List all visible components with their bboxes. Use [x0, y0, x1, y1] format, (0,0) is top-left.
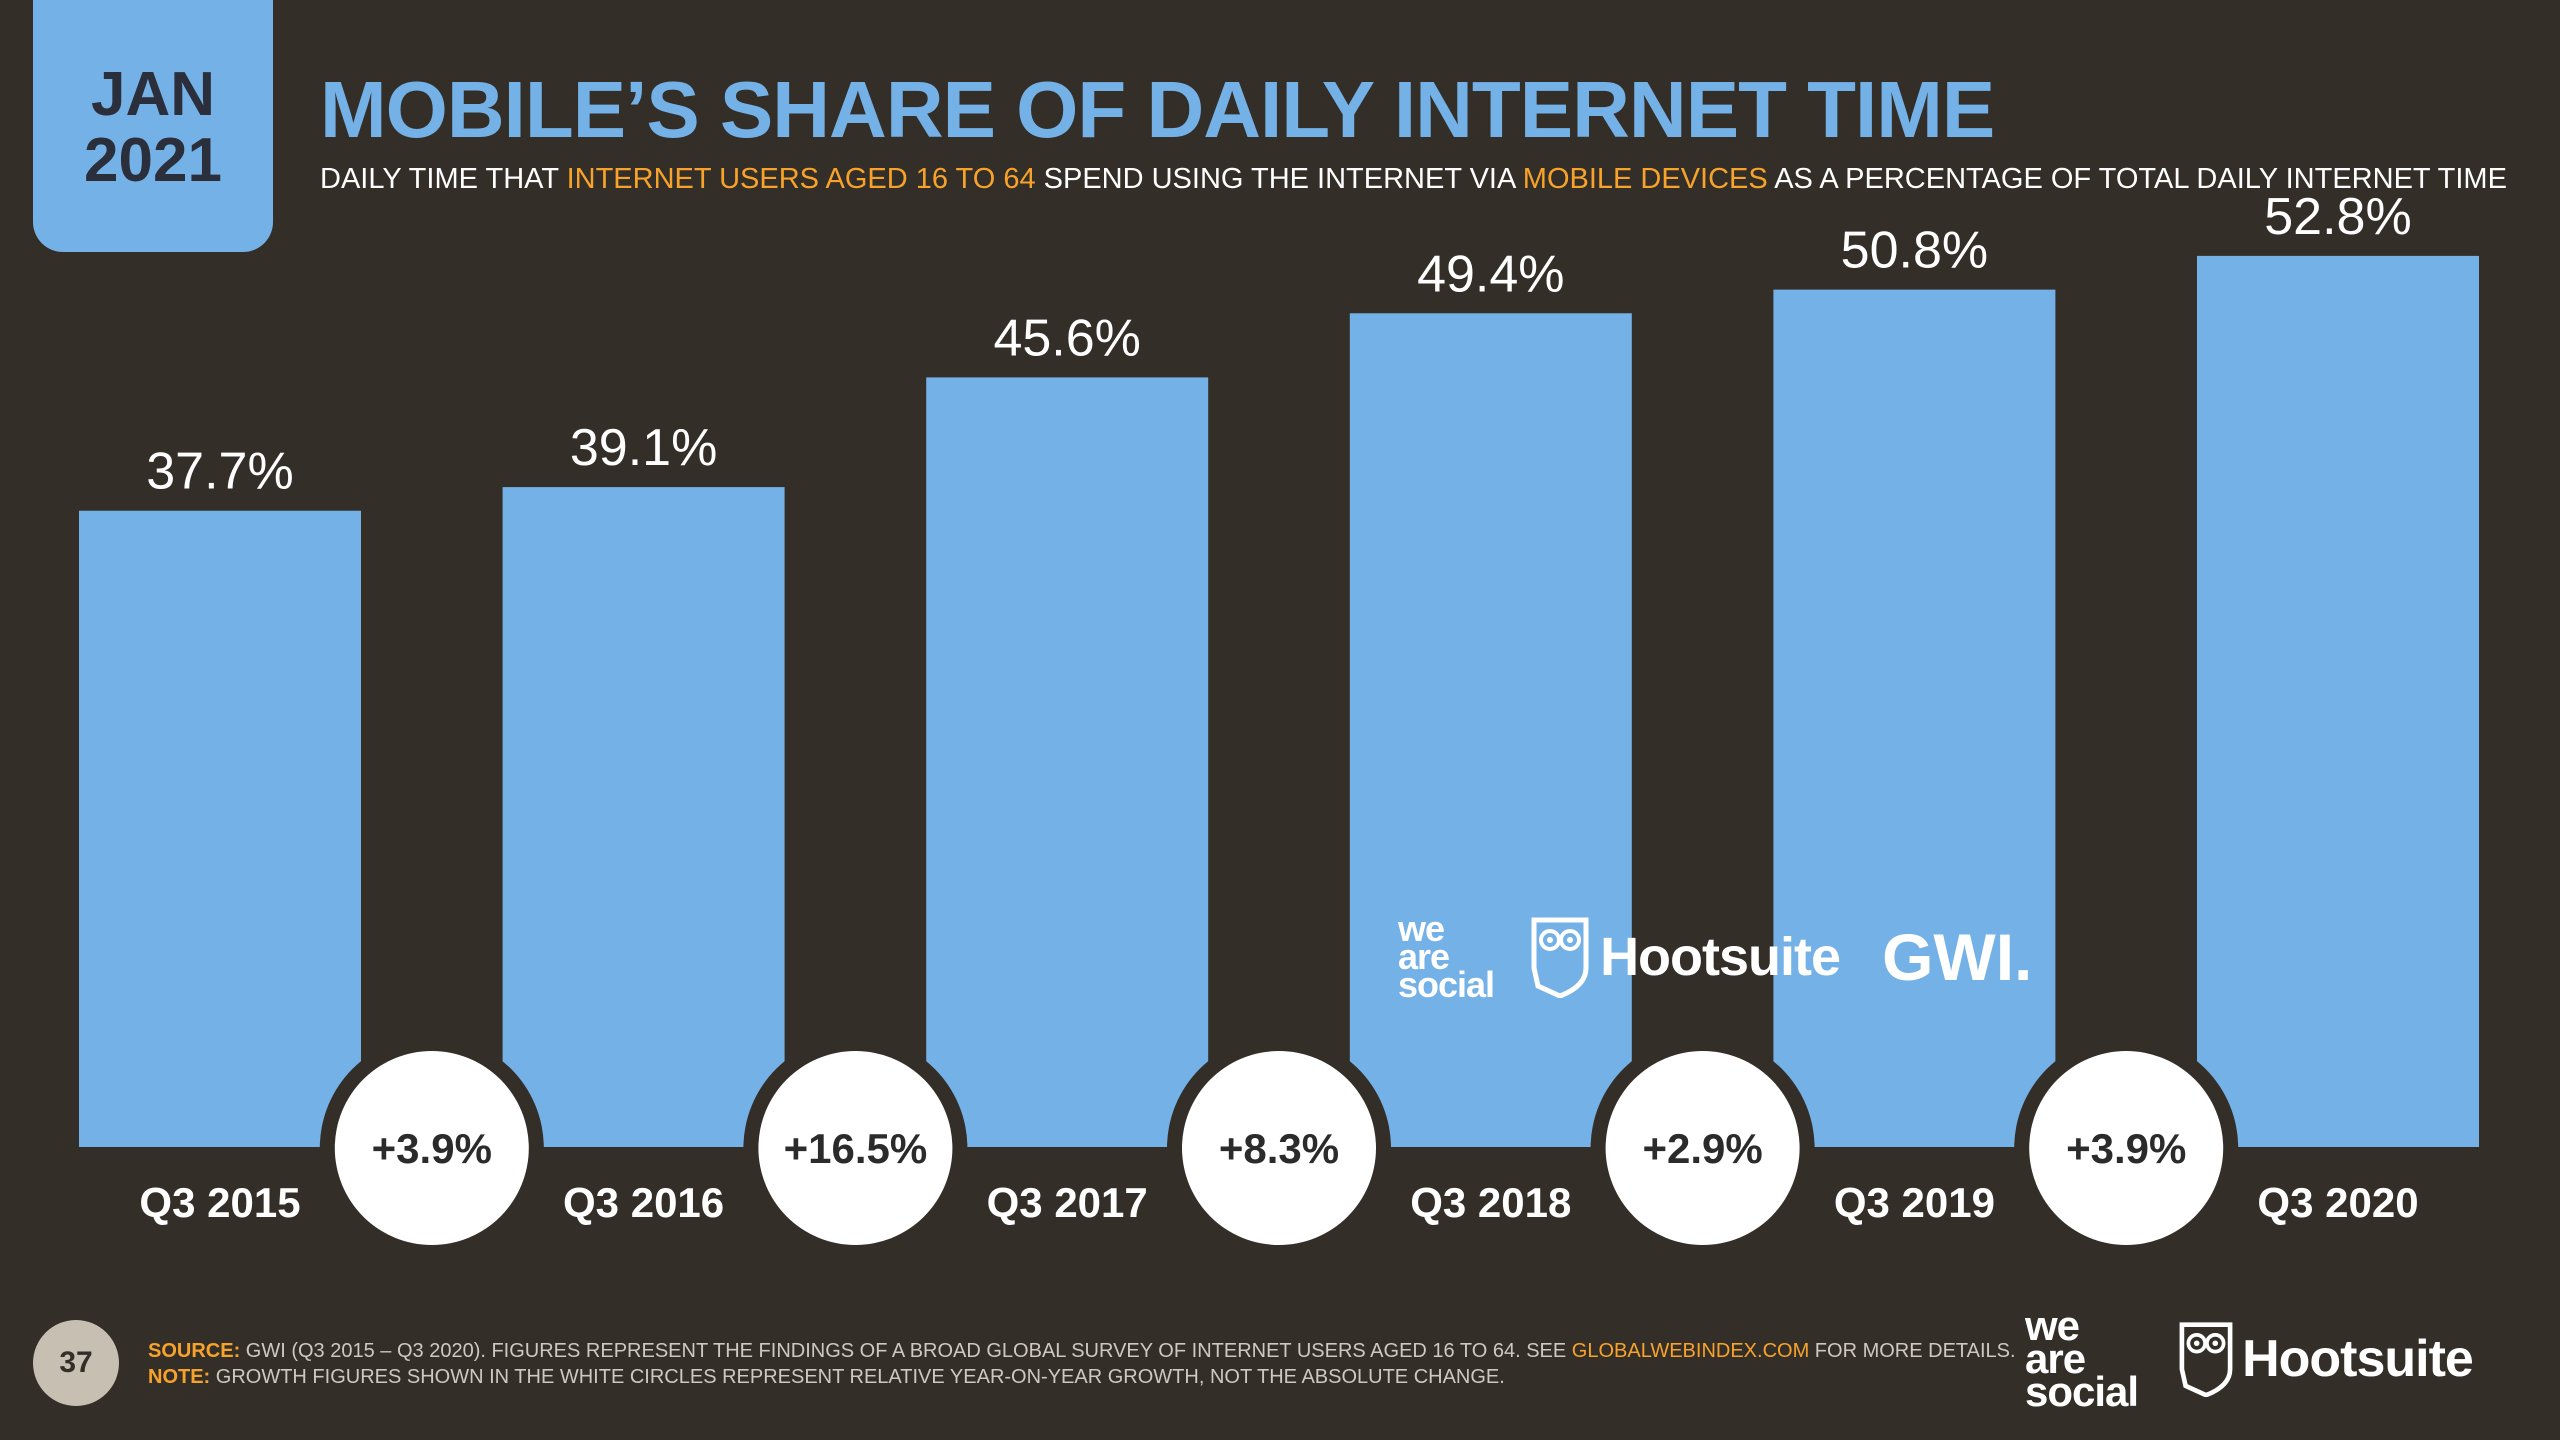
date-badge: JAN 2021 [33, 0, 273, 252]
footer-wearesocial-word-3: social [2025, 1367, 2139, 1415]
growth-label-5: +3.9% [2066, 1125, 2186, 1172]
bar-value-label-6: 52.8% [2264, 188, 2411, 246]
source-line: SOURCE: GWI (Q3 2015 – Q3 2020). FIGURES… [148, 1338, 2016, 1364]
footer-hootsuite-logo-text: Hootsuite [2242, 1330, 2474, 1389]
category-label-3: Q3 2017 [987, 1179, 1148, 1226]
footer-wearesocial-logo: we are social [2025, 1302, 2139, 1415]
wearesocial-word-3: social [1398, 964, 1495, 1006]
category-label-1: Q3 2015 [139, 1179, 300, 1226]
wearesocial-word-2: are [1398, 936, 1450, 978]
bar-2 [502, 487, 785, 1147]
category-label-5: Q3 2019 [1834, 1179, 1995, 1226]
wearesocial-logo: we are social [1398, 908, 1495, 1006]
growth-circle-1 [334, 1051, 529, 1245]
growth-circle-5 [2029, 1051, 2224, 1245]
growth-label-4: +2.9% [1642, 1125, 1762, 1172]
bar-6 [2197, 255, 2479, 1147]
growth-circle-2 [758, 1051, 953, 1245]
footer-notes: SOURCE: GWI (Q3 2015 – Q3 2020). FIGURES… [148, 1338, 2016, 1390]
subtitle-text-1: DAILY TIME THAT [320, 163, 567, 195]
subtitle-text-3: AS A PERCENTAGE OF TOTAL DAILY INTERNET … [1767, 163, 2507, 195]
bar-value-label-2: 39.1% [570, 419, 717, 477]
footer-logos: we are social Hootsuite [2025, 1302, 2474, 1415]
subtitle-highlight-2: MOBILE DEVICES [1522, 163, 1768, 195]
footer-wearesocial-word-1: we [2025, 1302, 2080, 1349]
hootsuite-logo-text: Hootsuite [1600, 927, 1841, 988]
growth-label-1: +3.9% [372, 1125, 492, 1172]
growth-label-3: +8.3% [1219, 1125, 1339, 1172]
bar-chart: 37.7% Q3 2015 39.1% Q3 2016 45.6% Q3 2017 49.4… [79, 187, 2479, 1245]
note-line: NOTE: GROWTH FIGURES SHOWN IN THE WHITE … [148, 1364, 2016, 1390]
footer-owl-icon [2179, 1322, 2233, 1398]
category-label-4: Q3 2018 [1410, 1179, 1571, 1226]
subtitle-highlight-1: INTERNET USERS AGED 16 TO 64 [566, 163, 1036, 195]
date-month: JAN [90, 60, 216, 129]
date-year: 2021 [84, 126, 222, 195]
bar-value-label-1: 37.7% [146, 443, 293, 501]
growth-circle-3 [1182, 1051, 1376, 1245]
bar-value-label-4: 49.4% [1417, 245, 1564, 303]
source-text: GWI (Q3 2015 – Q3 2020). FIGURES REPRESE… [240, 1340, 1572, 1362]
bar-4 [1349, 313, 1632, 1147]
bar-value-label-5: 50.8% [1841, 222, 1988, 280]
growth-label-2: +16.5% [784, 1125, 928, 1172]
category-label-2: Q3 2016 [563, 1179, 724, 1226]
partner-logos: we are social Hootsuite GWI. [1398, 908, 2033, 1006]
footer-wearesocial-word-2: are [2025, 1334, 2086, 1382]
bar-3 [926, 377, 1209, 1147]
note-label: NOTE: [148, 1366, 211, 1388]
owl-icon [1531, 917, 1589, 999]
source-link[interactable]: GLOBALWEBINDEX.COM [1571, 1340, 1810, 1362]
page-subtitle: DAILY TIME THAT INTERNET USERS AGED 16 T… [320, 163, 2507, 196]
category-label-6: Q3 2020 [2257, 1179, 2418, 1226]
wearesocial-word-1: we [1398, 908, 1445, 949]
bar-value-label-3: 45.6% [993, 309, 1140, 367]
gwi-logo: GWI. [1882, 920, 2033, 995]
page-number: 37 [33, 1320, 119, 1406]
subtitle-text-2: SPEND USING THE INTERNET VIA [1035, 163, 1523, 195]
growth-circle-4 [1605, 1051, 1800, 1245]
page-title: MOBILE’S SHARE OF DAILY INTERNET TIME [320, 65, 1995, 154]
source-end: FOR MORE DETAILS. [1809, 1340, 2016, 1362]
bar-5 [1773, 289, 2056, 1147]
bar-1 [79, 510, 361, 1147]
source-label: SOURCE: [148, 1340, 241, 1362]
note-text: GROWTH FIGURES SHOWN IN THE WHITE CIRCLE… [210, 1366, 1505, 1388]
